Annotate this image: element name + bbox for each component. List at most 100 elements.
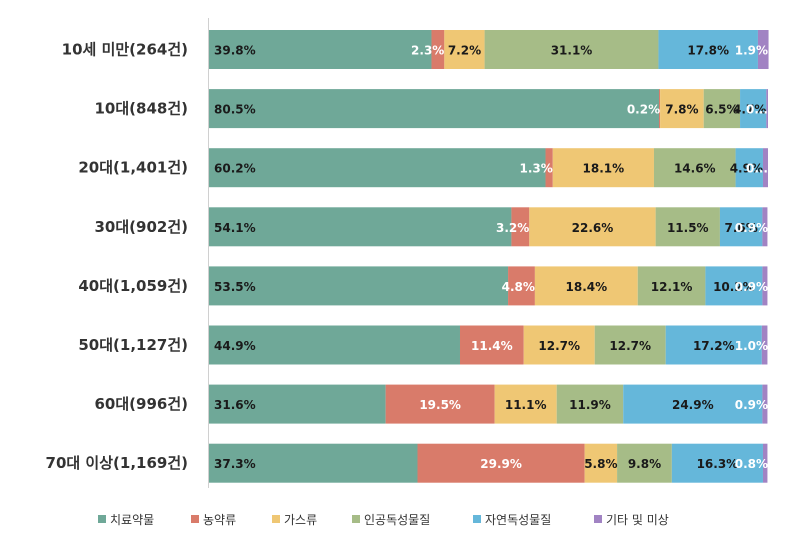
bar-segment xyxy=(658,89,661,129)
data-label: 4.9% xyxy=(730,162,763,176)
legend-label: 농약류 xyxy=(203,512,236,527)
bar-segment xyxy=(584,443,618,483)
bar-segment xyxy=(660,89,704,129)
data-label: 0... xyxy=(746,162,768,176)
category-label: 30대(902건) xyxy=(95,218,189,236)
data-label: 17.8% xyxy=(687,44,729,58)
bar-segment xyxy=(529,207,656,247)
bar-segment xyxy=(209,89,659,129)
data-label: 7.8% xyxy=(665,103,698,117)
data-label: 2.3% xyxy=(411,44,444,58)
data-label: 60.2% xyxy=(214,162,256,176)
data-label: 31.6% xyxy=(214,398,256,412)
bar-segment xyxy=(484,30,659,69)
bar-segment xyxy=(459,325,524,365)
data-label: 54.1% xyxy=(214,221,256,235)
bar-segment xyxy=(209,30,432,69)
bar-segment xyxy=(757,30,769,69)
data-label: 39.8% xyxy=(214,44,256,58)
legend-swatch xyxy=(191,515,199,523)
bar-segment xyxy=(556,384,624,424)
bar-segment xyxy=(209,148,546,188)
category-label: 40대(1,059건) xyxy=(78,277,188,295)
bar-segment xyxy=(508,266,535,306)
legend-swatch xyxy=(473,515,481,523)
category-label: 10세 미만(264건) xyxy=(62,41,188,59)
bar-segment xyxy=(705,266,763,306)
legend-label: 자연독성물질 xyxy=(485,513,551,527)
bar-segment xyxy=(703,89,741,129)
data-label: 18.1% xyxy=(583,162,625,176)
bar-segment xyxy=(523,325,595,365)
bar-segment xyxy=(762,384,768,424)
bar-segment xyxy=(552,148,654,188)
data-label: 9.8% xyxy=(628,457,661,471)
category-labels: 10세 미만(264건) 10대(848건) 20대(1,401건) 30대(902건… xyxy=(46,41,188,473)
data-label: 44.9% xyxy=(214,339,256,353)
data-label: 12.7% xyxy=(538,339,580,353)
bar-segment xyxy=(417,443,585,483)
data-label: 7.6% xyxy=(725,221,758,235)
data-label: 24.9% xyxy=(672,398,714,412)
legend-swatch xyxy=(594,515,602,523)
bar-segment xyxy=(658,30,758,69)
data-label: 11.1% xyxy=(505,398,547,412)
data-label: 4.7% xyxy=(733,103,766,117)
category-label: 10대(848건) xyxy=(95,100,189,118)
bar-segment xyxy=(209,384,386,424)
bar-segment xyxy=(444,30,485,69)
bar-segment xyxy=(545,148,553,188)
bar-segment xyxy=(594,325,666,365)
data-label: 0.9% xyxy=(735,221,768,235)
legend-label: 치료약물 xyxy=(110,512,154,527)
data-label: 1.3% xyxy=(520,162,553,176)
bar-segment xyxy=(655,207,720,247)
bar-segment xyxy=(671,443,763,483)
bar-segment xyxy=(494,384,557,424)
data-label: 7.2% xyxy=(448,44,481,58)
data-label: 11.5% xyxy=(667,221,709,235)
bar-segment xyxy=(766,89,768,129)
bar-segment xyxy=(719,207,763,247)
data-label: 6.5% xyxy=(705,103,738,117)
data-label: 0... xyxy=(746,103,768,117)
bar-segment xyxy=(623,384,763,424)
data-label: 80.5% xyxy=(214,103,256,117)
data-label: 11.4% xyxy=(471,339,513,353)
bar-segment xyxy=(637,266,706,306)
data-labels: 39.8% 2.3% 7.2% 31.1% 17.8% 1.9% 80.5% 0.2% 7.8%… xyxy=(214,44,768,472)
bar-segment xyxy=(209,325,460,365)
bar-segment xyxy=(665,325,762,365)
bar-segment xyxy=(431,30,445,69)
data-label: 19.5% xyxy=(419,398,461,412)
data-label: 0.9% xyxy=(735,280,768,294)
data-label: 5.8% xyxy=(584,457,617,471)
bars xyxy=(209,30,769,483)
category-label: 20대(1,401건) xyxy=(78,159,188,177)
data-label: 17.2% xyxy=(693,339,735,353)
data-label: 0.9% xyxy=(735,398,768,412)
data-label: 37.3% xyxy=(214,457,256,471)
data-label: 0.2% xyxy=(627,103,660,117)
data-label: 16.3% xyxy=(697,457,739,471)
bar-segment xyxy=(385,384,495,424)
bar-segment xyxy=(209,266,509,306)
legend-label: 가스류 xyxy=(284,513,317,527)
data-label: 11.9% xyxy=(569,398,611,412)
data-label: 12.1% xyxy=(651,280,693,294)
bar-segment xyxy=(209,443,418,483)
category-label: 70대 이상(1,169건) xyxy=(46,454,188,472)
data-label: 18.4% xyxy=(566,280,608,294)
data-label: 12.7% xyxy=(609,339,651,353)
data-label: 4.8% xyxy=(502,280,535,294)
legend-label: 인공독성물질 xyxy=(364,513,430,527)
bar-segment xyxy=(762,148,768,188)
category-label: 50대(1,127건) xyxy=(78,336,188,354)
data-label: 3.2% xyxy=(496,221,529,235)
data-label: 14.6% xyxy=(674,162,716,176)
bar-segment xyxy=(762,443,768,483)
legend-swatch xyxy=(98,515,106,523)
data-label: 10.2% xyxy=(713,280,755,294)
bar-segment xyxy=(735,148,763,188)
